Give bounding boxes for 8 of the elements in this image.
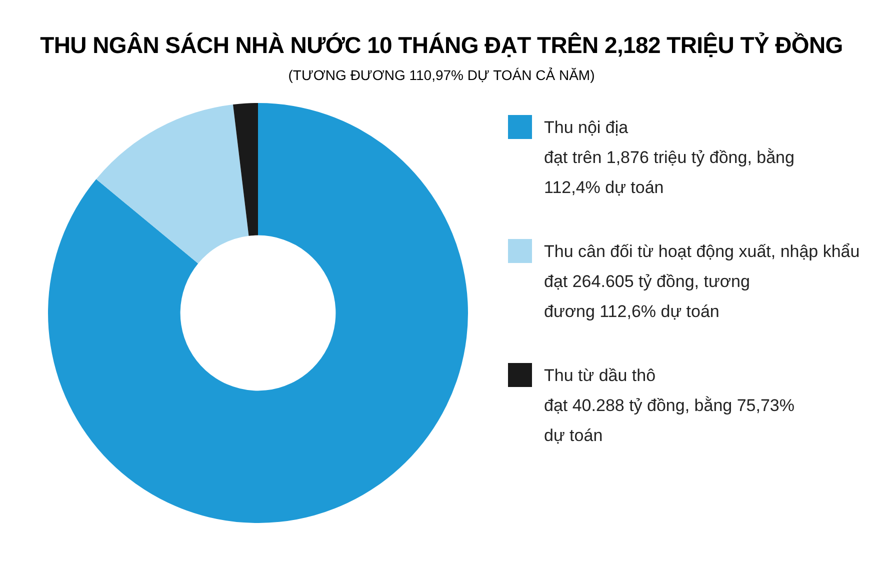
chart-title: THU NGÂN SÁCH NHÀ NƯỚC 10 THÁNG ĐẠT TRÊN 2,182 TRIỆU TỶ ĐỒNG xyxy=(39,32,844,59)
text: đạt 40.288 tỷ đồng, bằng 75,73% dự toán xyxy=(544,395,796,447)
chart-subtitle: (TƯƠNG ĐƯƠNG 110,97% DỰ TOÁN CẢ NĂM) xyxy=(287,67,596,83)
legend-label: Thu nội địa xyxy=(544,117,630,139)
text: đạt trên 1,876 triệu tỷ đồng, bằng 112,4% dự toán xyxy=(544,147,796,199)
legend-label: Thu từ dầu thô xyxy=(544,365,657,387)
legend-label: Thu cân đối từ hoạt động xuất, nhập khẩu xyxy=(544,241,860,263)
text: đạt 264.605 tỷ đồng, tương đương 112,6% dự toán xyxy=(544,271,751,323)
